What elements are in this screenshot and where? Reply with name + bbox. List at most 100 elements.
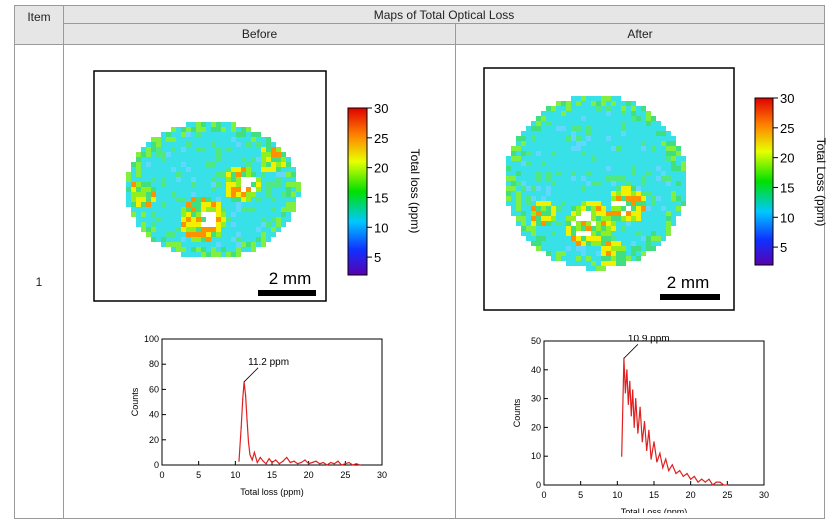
x-tick-label: 5 — [196, 470, 201, 480]
x-tick-label: 5 — [578, 490, 583, 500]
data-point — [271, 461, 273, 464]
series-line — [621, 358, 728, 486]
data-point — [253, 451, 255, 453]
data-point — [278, 463, 280, 465]
before-scale-bar — [258, 290, 316, 296]
data-point — [675, 472, 677, 475]
data-point — [268, 458, 270, 460]
x-axis-label: Total Loss (ppm) — [621, 507, 688, 513]
data-point — [352, 464, 354, 466]
y-tick-label: 20 — [149, 435, 159, 445]
header-after: After — [455, 23, 825, 45]
data-point — [723, 484, 725, 486]
colorbar-tick-label: 15 — [780, 180, 794, 195]
x-tick-label: 20 — [304, 470, 314, 480]
data-point — [293, 460, 295, 462]
data-point — [629, 380, 631, 382]
before-histogram: 0 5 10 15 20 25 30 0 20 40 60 80 100 Total loss (ppm)… — [130, 334, 387, 497]
data-point — [641, 441, 643, 443]
x-tick-label: 20 — [686, 490, 696, 500]
data-point — [289, 461, 291, 464]
data-point — [359, 464, 361, 466]
x-tick-label: 30 — [377, 470, 387, 480]
data-point — [245, 395, 247, 397]
data-point — [297, 463, 299, 465]
data-point — [326, 464, 328, 466]
x-tick-label: 0 — [541, 490, 546, 500]
data-point — [311, 461, 313, 464]
data-point — [319, 463, 321, 465]
x-tick-label: 10 — [612, 490, 622, 500]
data-point — [715, 481, 717, 483]
data-point — [621, 455, 623, 457]
data-point — [671, 464, 673, 466]
before-loss-map: 2 mm 30 25 20 15 10 5 Total loss (ppm) — [93, 70, 422, 302]
data-point — [712, 484, 714, 486]
data-point — [665, 458, 667, 460]
before-scale-label: 2 mm — [269, 269, 312, 288]
y-tick-label: 0 — [154, 460, 159, 470]
data-point — [249, 454, 251, 456]
header-before: Before — [63, 23, 456, 45]
after-histogram: 0 5 10 15 20 25 30 0 10 20 30 40 50 Total Loss (ppm) C… — [512, 335, 769, 513]
after-colorbar-label: Total Loss (ppm) — [814, 138, 828, 227]
series-line — [238, 381, 361, 466]
data-point — [648, 429, 650, 431]
y-tick-label: 10 — [531, 451, 541, 461]
y-tick-label: 50 — [531, 336, 541, 346]
data-point — [265, 463, 267, 465]
y-tick-label: 40 — [531, 365, 541, 375]
y-tick-label: 100 — [144, 334, 159, 344]
header-item-spacer — [14, 23, 64, 45]
data-point — [626, 369, 628, 371]
x-tick-label: 0 — [159, 470, 164, 480]
x-tick-label: 30 — [759, 490, 769, 500]
y-tick-label: 20 — [531, 422, 541, 432]
data-point — [308, 463, 310, 465]
data-point — [630, 415, 632, 417]
colorbar-tick-label: 25 — [780, 121, 794, 136]
data-point — [282, 460, 284, 462]
peak-annotation: 10.9 ppm — [628, 335, 670, 344]
data-point — [693, 475, 695, 477]
x-tick-label: 15 — [267, 470, 277, 480]
y-tick-label: 60 — [149, 384, 159, 394]
data-point — [242, 398, 244, 401]
data-point — [679, 470, 681, 472]
data-point — [240, 426, 242, 428]
after-scale-bar — [660, 294, 720, 300]
annotation-leader — [243, 367, 259, 383]
data-point — [246, 420, 248, 422]
x-tick-label: 10 — [230, 470, 240, 480]
plot-frame — [543, 340, 765, 486]
data-point — [708, 478, 710, 480]
after-colorbar-ticks: 30 25 20 15 10 5 — [773, 91, 794, 255]
x-tick-label: 25 — [340, 470, 350, 480]
data-point — [337, 460, 339, 462]
data-point — [315, 460, 317, 462]
data-point — [624, 392, 626, 394]
data-point — [348, 461, 350, 464]
x-tick-label: 15 — [649, 490, 659, 500]
data-point — [251, 459, 253, 461]
data-point — [659, 452, 661, 454]
y-tick-label: 80 — [149, 359, 159, 369]
data-point — [341, 464, 343, 466]
x-tick-label: 25 — [722, 490, 732, 500]
after-colorbar — [754, 97, 774, 266]
after-scale-label: 2 mm — [667, 273, 710, 292]
data-point — [286, 456, 288, 459]
data-point — [247, 441, 250, 443]
data-point — [639, 406, 641, 408]
data-point — [686, 472, 688, 475]
y-tick-label: 30 — [531, 394, 541, 404]
data-point — [668, 470, 670, 472]
data-point — [656, 461, 658, 463]
data-point — [690, 478, 692, 480]
data-point — [633, 426, 635, 428]
data-point — [697, 481, 699, 483]
data-point — [627, 403, 629, 405]
data-point — [632, 389, 634, 391]
data-point — [643, 421, 646, 423]
